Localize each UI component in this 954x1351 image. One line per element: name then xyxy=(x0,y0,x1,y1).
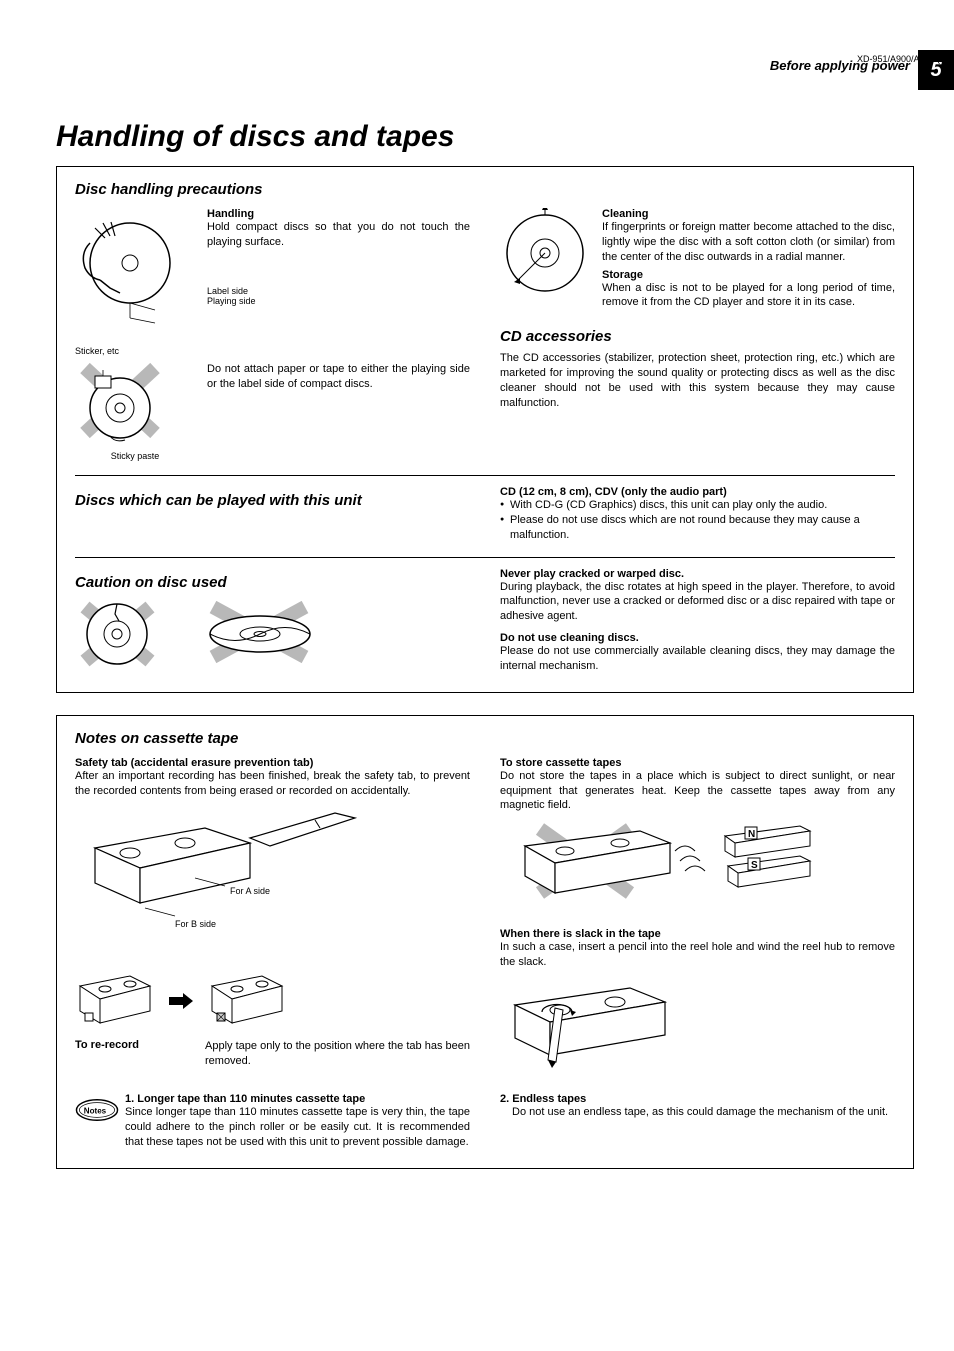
notes-icon: Notes xyxy=(75,1095,119,1125)
cassette-magnet-icon: N S xyxy=(500,821,820,911)
no-clean-disc-title: Do not use cleaning discs. xyxy=(500,632,895,644)
sticky-paste-label: Sticky paste xyxy=(75,451,195,461)
storage-title: Storage xyxy=(602,269,895,281)
disc-row3: Caution on disc used xyxy=(75,568,895,674)
safety-tab-col: Safety tab (accidental erasure preventio… xyxy=(75,757,470,1083)
note1-text: Since longer tape than 110 minutes casse… xyxy=(125,1105,470,1150)
disc-panel: Disc handling precautions xyxy=(56,166,914,693)
handling-title: Handling xyxy=(207,208,470,220)
rerecord-label: To re-record xyxy=(75,1039,165,1051)
disc-hand-icon xyxy=(75,208,195,338)
disc-row1: Handling Hold compact discs so that you … xyxy=(75,208,895,461)
handling-text: Hold compact discs so that you do not to… xyxy=(207,220,470,250)
store-slack-col: To store cassette tapes Do not store the… xyxy=(500,757,895,1083)
no-clean-disc-text: Please do not use commercially available… xyxy=(500,644,895,674)
notes-row: Notes 1. Longer tape than 110 minutes ca… xyxy=(75,1093,895,1150)
cassette-tab-after-icon xyxy=(207,971,287,1031)
cassette-break-tab-icon xyxy=(75,808,375,938)
cd-types-bullets: With CD-G (CD Graphics) discs, this unit… xyxy=(500,498,895,543)
cd-accessories-title: CD accessories xyxy=(500,328,895,345)
playing-side: Playing side xyxy=(207,296,470,306)
storage-text: When a disc is not to be played for a lo… xyxy=(602,281,895,311)
cleaning-text: If fingerprints or foreign matter become… xyxy=(602,220,895,265)
bullet-item: With CD-G (CD Graphics) discs, this unit… xyxy=(500,498,895,513)
note2-title: 2. Endless tapes xyxy=(500,1093,895,1105)
cd-accessories-text: The CD accessories (stabilizer, protecti… xyxy=(500,351,895,410)
manual-page: Before applying power 5 XD-951/A900/A700… xyxy=(0,0,954,1351)
svg-text:Notes: Notes xyxy=(84,1107,107,1116)
safety-tab-text: After an important recording has been fi… xyxy=(75,769,470,799)
cleaning-title: Cleaning xyxy=(602,208,895,220)
cleaning-col: Cleaning If fingerprints or foreign matt… xyxy=(500,208,895,461)
bullet-item: Please do not use discs which are not ro… xyxy=(500,513,895,543)
rerecord-text: Apply tape only to the position where th… xyxy=(205,1039,470,1069)
model-id: XD-951/A900/A700 (En) xyxy=(857,54,954,64)
for-b-label: For B side xyxy=(175,919,216,929)
tape-row1: Safety tab (accidental erasure preventio… xyxy=(75,757,895,1083)
store-text: Do not store the tapes in a place which … xyxy=(500,769,895,814)
disc-cleaning-icon xyxy=(500,208,590,298)
no-sticker-icon xyxy=(75,358,175,448)
played-with-title: Discs which can be played with this unit xyxy=(75,492,470,509)
tape-heading: Notes on cassette tape xyxy=(75,730,895,747)
cracked-disc-icon xyxy=(75,599,175,669)
warped-disc-icon xyxy=(195,599,325,669)
no-attach-text: Do not attach paper or tape to either th… xyxy=(207,346,470,392)
label-side: Label side xyxy=(207,286,470,296)
handling-col: Handling Hold compact discs so that you … xyxy=(75,208,470,461)
for-a-label: For A side xyxy=(230,886,270,896)
tape-panel: Notes on cassette tape Safety tab (accid… xyxy=(56,715,914,1169)
note2-text: Do not use an endless tape, as this coul… xyxy=(500,1105,895,1120)
cassette-pencil-icon xyxy=(500,980,700,1070)
disc-heading: Disc handling precautions xyxy=(75,181,895,198)
page-header: Before applying power 5 xyxy=(56,40,914,90)
cassette-tab-before-icon xyxy=(75,971,155,1031)
caution-title: Caution on disc used xyxy=(75,574,470,591)
safety-tab-title: Safety tab (accidental erasure preventio… xyxy=(75,757,470,769)
never-play-title: Never play cracked or warped disc. xyxy=(500,568,895,580)
never-play-text: During playback, the disc rotates at hig… xyxy=(500,580,895,625)
page-title: Handling of discs and tapes xyxy=(56,120,914,154)
disc-row2: Discs which can be played with this unit… xyxy=(75,486,895,543)
note1-title: 1. Longer tape than 110 minutes cassette… xyxy=(125,1093,470,1105)
divider xyxy=(75,475,895,476)
sticker-label: Sticker, etc xyxy=(75,346,195,356)
store-title: To store cassette tapes xyxy=(500,757,895,769)
cd-types-title: CD (12 cm, 8 cm), CDV (only the audio pa… xyxy=(500,486,895,498)
svg-text:S: S xyxy=(751,860,758,871)
slack-title: When there is slack in the tape xyxy=(500,928,895,940)
svg-text:N: N xyxy=(748,829,755,840)
arrow-right-icon xyxy=(169,993,193,1009)
divider xyxy=(75,557,895,558)
slack-text: In such a case, insert a pencil into the… xyxy=(500,940,895,970)
